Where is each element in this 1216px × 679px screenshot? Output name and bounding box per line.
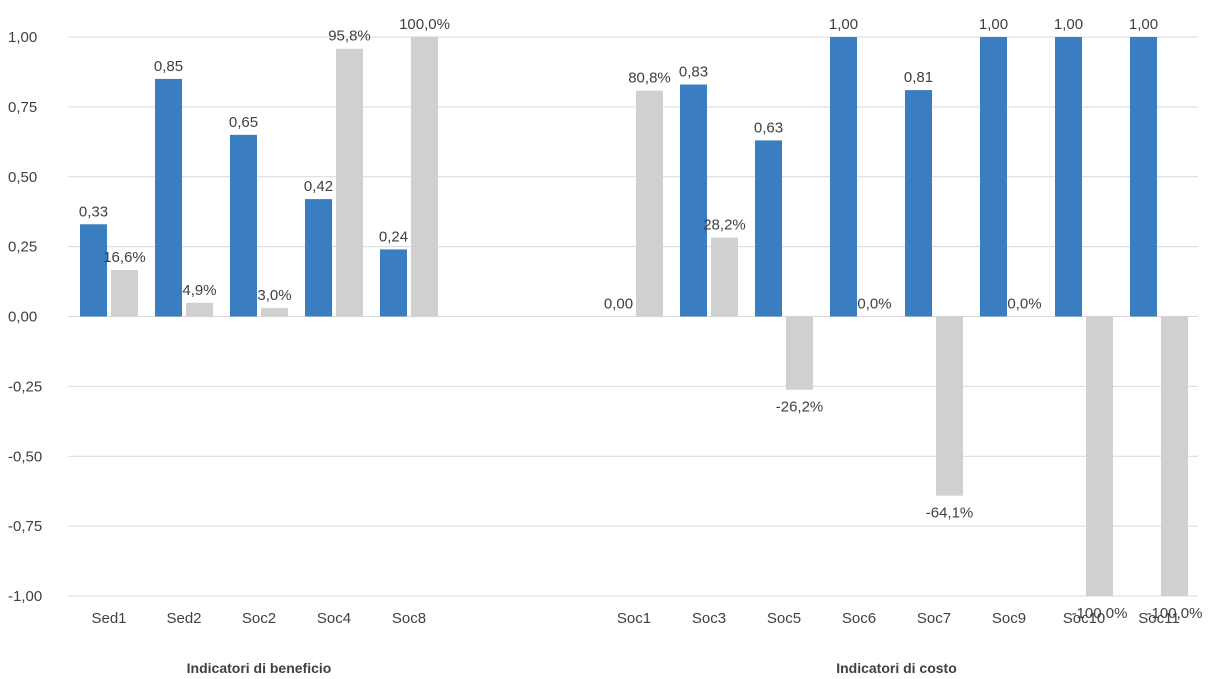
x-tick-label: Soc10 — [1063, 610, 1106, 627]
y-tick-label: -0,75 — [8, 518, 42, 535]
group-label: Indicatori di beneficio — [187, 660, 332, 676]
data-label: 100,0% — [399, 16, 450, 33]
data-label: 0,81 — [904, 69, 933, 86]
bar-series-2 — [111, 270, 138, 317]
data-label: 95,8% — [328, 28, 371, 45]
x-tick-label: Sed1 — [91, 610, 126, 627]
data-label: 1,00 — [1054, 16, 1083, 33]
data-label: 0,65 — [229, 114, 258, 131]
x-tick-label: Soc6 — [842, 610, 876, 627]
data-labels: 0,33 16,6% 0,85 4,9% 0,65 3,0% 0,42 95,8% 0,24 10… — [79, 16, 1203, 622]
bar-series-1 — [155, 78, 182, 317]
y-tick-label: 0,25 — [8, 239, 37, 256]
bar-series-2 — [711, 237, 738, 317]
bar-series-1 — [80, 224, 107, 317]
bar-series-2 — [1086, 316, 1113, 596]
bar-series-2 — [261, 308, 288, 317]
bar-series-2 — [936, 316, 963, 496]
y-tick-label: 0,50 — [8, 169, 37, 186]
x-tick-label: Soc2 — [242, 610, 276, 627]
data-label: 4,9% — [182, 282, 216, 299]
bar-series-1 — [230, 134, 257, 317]
y-tick-label: -1,00 — [8, 588, 42, 605]
x-tick-label: Soc4 — [317, 610, 351, 627]
bar-series-2 — [186, 302, 213, 317]
data-label: 1,00 — [829, 16, 858, 33]
x-tick-label: Soc3 — [692, 610, 726, 627]
data-label: 0,83 — [679, 64, 708, 81]
bar-series-1 — [980, 37, 1007, 317]
data-label: 0,85 — [154, 58, 183, 75]
data-label: 1,00 — [1129, 16, 1158, 33]
bar-series-2 — [336, 48, 363, 317]
bar-series-2 — [786, 316, 813, 390]
data-label: 1,00 — [979, 16, 1008, 33]
bar-series-1 — [380, 249, 407, 317]
x-tick-label: Soc5 — [767, 610, 801, 627]
bar-series-2 — [636, 90, 663, 317]
group-label: Indicatori di costo — [836, 660, 957, 676]
x-tick-label: Soc1 — [617, 610, 651, 627]
data-label: -64,1% — [926, 505, 974, 522]
data-label: 0,33 — [79, 203, 108, 220]
bar-series-1 — [680, 84, 707, 317]
bar-series-1 — [755, 140, 782, 317]
group-labels: Indicatori di beneficio Indicatori di cos… — [187, 660, 957, 676]
y-axis: 1,00 0,75 0,50 0,25 0,00 -0,25 -0,50 -0,75 -1,00 — [8, 29, 42, 605]
data-label: -100,0% — [1147, 605, 1203, 622]
data-label: 0,0% — [857, 296, 891, 313]
data-label: 3,0% — [257, 287, 291, 304]
y-tick-label: 0,75 — [8, 99, 37, 116]
bars — [80, 37, 1188, 596]
bar-series-1 — [305, 199, 332, 317]
x-tick-label: Soc9 — [992, 610, 1026, 627]
data-label: 16,6% — [103, 249, 146, 266]
y-tick-label: 0,00 — [8, 309, 37, 326]
y-tick-label: 1,00 — [8, 29, 37, 46]
x-tick-label: Soc7 — [917, 610, 951, 627]
x-tick-label: Soc8 — [392, 610, 426, 627]
data-label: 0,00 — [604, 296, 633, 313]
x-axis: Sed1 Sed2 Soc2 Soc4 Soc8 Soc1 Soc3 Soc5 Soc6 Soc7… — [91, 610, 1179, 627]
bar-series-1 — [1055, 37, 1082, 317]
bar-series-1 — [1130, 37, 1157, 317]
data-label: -100,0% — [1072, 605, 1128, 622]
x-tick-label: Soc11 — [1138, 610, 1179, 627]
bar-series-2 — [1161, 316, 1188, 596]
bar-series-1 — [830, 37, 857, 317]
data-label: 0,63 — [754, 119, 783, 136]
data-label: 0,0% — [1007, 296, 1041, 313]
data-label: 80,8% — [628, 70, 671, 87]
y-tick-label: -0,50 — [8, 448, 42, 465]
data-label: 0,42 — [304, 178, 333, 195]
y-tick-label: -0,25 — [8, 378, 42, 395]
data-label: 0,24 — [379, 228, 408, 245]
data-label: -26,2% — [776, 399, 824, 416]
x-tick-label: Sed2 — [166, 610, 201, 627]
data-label: 28,2% — [703, 217, 746, 234]
bar-series-1 — [905, 90, 932, 317]
bar-series-2 — [411, 37, 438, 317]
